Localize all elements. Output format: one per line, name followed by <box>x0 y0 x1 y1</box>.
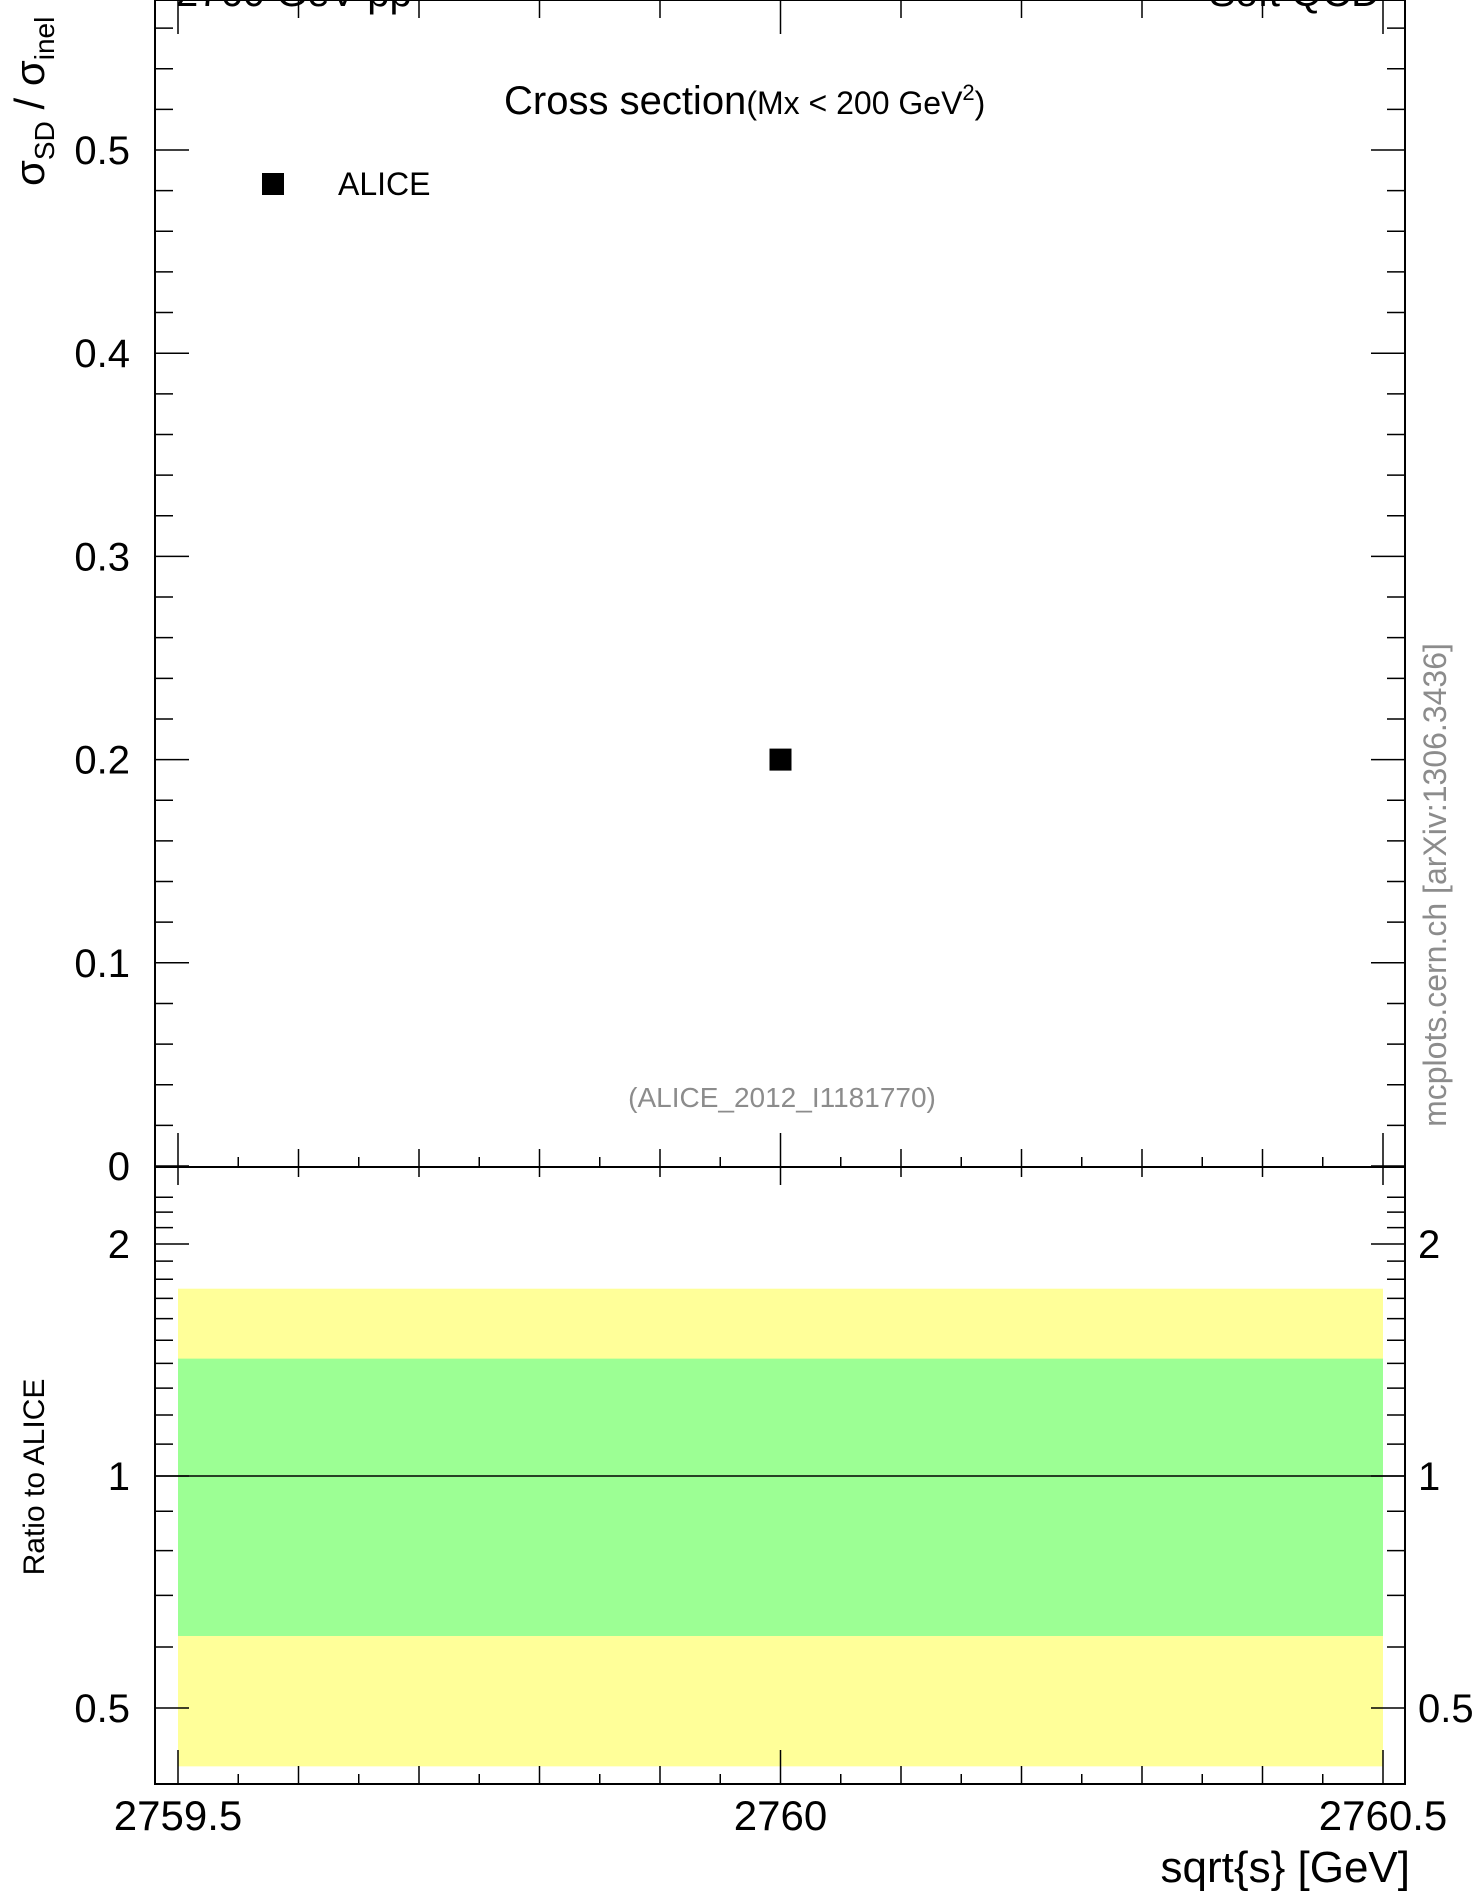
ratio-ylabel: Ratio to ALICE <box>18 1379 51 1576</box>
main-ytick-label: 0.5 <box>74 129 130 173</box>
main-ylabel: σSD / σinel <box>6 17 60 186</box>
process-label: Soft QCD <box>1209 0 1380 15</box>
watermark: mcplots.cern.ch [arXiv:1306.3436] <box>1417 643 1453 1127</box>
tick-labels: 0 0.1 0.2 0.3 0.4 0.5 2759.5 2760 2760.5 0.5 0.5 1 1… <box>74 129 1473 1839</box>
legend-marker-alice <box>262 173 284 195</box>
main-ytick-label: 0.4 <box>74 332 130 376</box>
data-points <box>769 748 792 771</box>
ratio-ytick-label: 0.5 <box>74 1687 130 1731</box>
xtick-label: 2759.5 <box>114 1792 242 1839</box>
title-cut-sup: 2 <box>962 80 974 105</box>
main-ytick-label: 0.1 <box>74 942 130 986</box>
xtick-label: 2760 <box>734 1792 827 1839</box>
title-cut-close: ) <box>975 85 986 121</box>
analysis-annotation: (ALICE_2012_I1181770) <box>628 1082 936 1113</box>
ratio-bands <box>178 1288 1383 1767</box>
ratio-band-inner <box>178 1358 1383 1637</box>
ylabel-sd-sub: SD <box>29 121 60 160</box>
ylabel-slash: / <box>6 86 53 121</box>
data-point-alice <box>769 748 792 771</box>
xtick-label: 2760.5 <box>1319 1792 1447 1839</box>
ylabel-sigma-sd: σ <box>6 160 53 186</box>
ratio-ytick-label: 2 <box>108 1223 130 1267</box>
main-ytick-label: 0 <box>108 1145 130 1189</box>
legend-label-alice: ALICE <box>338 166 430 202</box>
ratio-ytick-label-right: 1 <box>1418 1455 1440 1499</box>
ratio-ytick-label: 1 <box>108 1455 130 1499</box>
ylabel-sigma-inel: σ <box>6 60 53 86</box>
main-ytick-label: 0.3 <box>74 535 130 579</box>
energy-label: 2760 GeV pp <box>176 0 412 15</box>
ratio-ytick-label-right: 2 <box>1418 1223 1440 1267</box>
ratio-panel-frame <box>154 1166 1406 1785</box>
ratio-ytick-label-right: 0.5 <box>1418 1687 1474 1731</box>
main-ytick-label: 0.2 <box>74 739 130 783</box>
ylabel-inel-sub: inel <box>29 17 60 61</box>
title-main: Cross section <box>504 79 746 123</box>
x-axis-label: sqrt{s} [GeV] <box>1161 1843 1410 1892</box>
chart-title: Cross section(Mx < 200 GeV2) <box>504 79 985 123</box>
title-cut: (Mx < 200 GeV <box>746 85 963 121</box>
